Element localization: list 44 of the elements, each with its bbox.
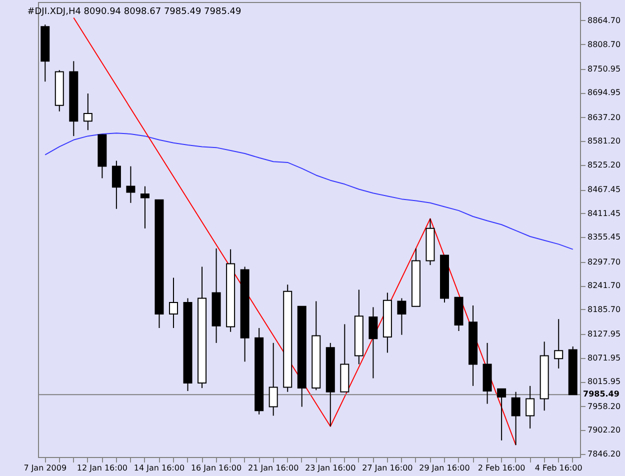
y-tick-label: 8808.70: [588, 40, 621, 49]
y-tick-label: 8241.70: [588, 281, 621, 290]
y-tick-label: 8467.45: [588, 185, 621, 194]
candlestick: [368, 306, 378, 379]
y-tick-label: 8525.20: [588, 160, 621, 170]
candlestick: [112, 160, 121, 210]
text: #DJI.XDJ,H4 8090.94 8098.67 7985.49 7985.49: [27, 7, 242, 17]
y-tick-label: 8581.20: [588, 136, 621, 146]
x-tick-label: 29 Jan 16:00: [419, 464, 470, 472]
x-tick-label: 4 Feb 16:00: [534, 464, 582, 472]
candlestick: [268, 342, 278, 416]
x-tick-label: 16 Jan 16:00: [190, 464, 242, 472]
candlestick: [140, 186, 150, 229]
x-tick-label: 12 Jan 16:00: [76, 464, 128, 472]
y-tick-label: 8015.95: [588, 377, 621, 386]
candlestick: [554, 318, 564, 369]
y-tick-label: 7958.20: [588, 402, 621, 411]
y-tick-label: 7846.20: [588, 449, 621, 458]
y-tick-label: 8071.95: [588, 353, 621, 362]
y-tick-label: 8637.20: [588, 112, 621, 122]
line-series: [44, 132, 574, 250]
y-tick-label: 8864.70: [588, 16, 621, 25]
y-tick-label: 8127.95: [588, 330, 621, 339]
x-tick-label: 2 Feb 16:00: [478, 464, 526, 472]
y-tick-label: 8750.95: [588, 64, 621, 74]
y-tick-label: 8411.45: [588, 208, 621, 218]
candlestick: [526, 385, 535, 429]
candlestick: [511, 391, 520, 446]
x-tick-label: 7 Jan 2009: [24, 464, 67, 472]
x-tick-label: 21 Jan 16:00: [248, 464, 299, 472]
y-tick-label: 7902.20: [588, 426, 621, 435]
x-tick-label: 23 Jan 16:00: [305, 464, 356, 472]
y-tick-label: 8185.70: [588, 304, 621, 314]
x-tick-label: 14 Jan 16:00: [134, 464, 185, 472]
candlestick: [126, 166, 136, 204]
y-tick-label: 8297.70: [588, 257, 621, 266]
x-tick-label: 27 Jan 16:00: [362, 464, 413, 472]
candlestick: [83, 93, 92, 131]
y-tick-label: 8694.95: [588, 88, 621, 98]
candlestick: [169, 277, 178, 329]
candlestick: [397, 298, 406, 336]
ref-line-label: 7985.49: [583, 390, 620, 399]
y-tick-label: 8355.45: [588, 232, 621, 242]
candlestick: [497, 388, 506, 441]
